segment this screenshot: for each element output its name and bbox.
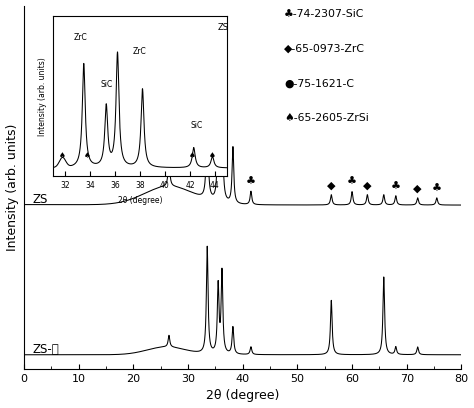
Text: ◆: ◆ — [218, 80, 226, 90]
Text: ZS: ZS — [32, 193, 48, 206]
Text: ●: ● — [164, 144, 174, 153]
Text: ◆: ◆ — [363, 180, 372, 191]
Y-axis label: Intensity (arb. units): Intensity (arb. units) — [6, 124, 18, 251]
Text: ZS-盐: ZS-盐 — [32, 343, 59, 356]
Text: ♣: ♣ — [391, 182, 401, 191]
Text: ◆-65-0973-ZrC: ◆-65-0973-ZrC — [284, 44, 365, 54]
X-axis label: 2θ (degree): 2θ (degree) — [206, 390, 280, 402]
Text: ♣-74-2307-SiC: ♣-74-2307-SiC — [284, 9, 365, 19]
Text: ◆: ◆ — [327, 180, 336, 191]
Text: ◆: ◆ — [413, 184, 422, 193]
Text: ♣: ♣ — [432, 184, 442, 194]
Text: ●-75-1621-C: ●-75-1621-C — [284, 78, 354, 88]
Text: ♣: ♣ — [347, 177, 357, 187]
Text: ♠-65-2605-ZrSi: ♠-65-2605-ZrSi — [284, 113, 369, 123]
Text: ♣: ♣ — [246, 177, 256, 187]
